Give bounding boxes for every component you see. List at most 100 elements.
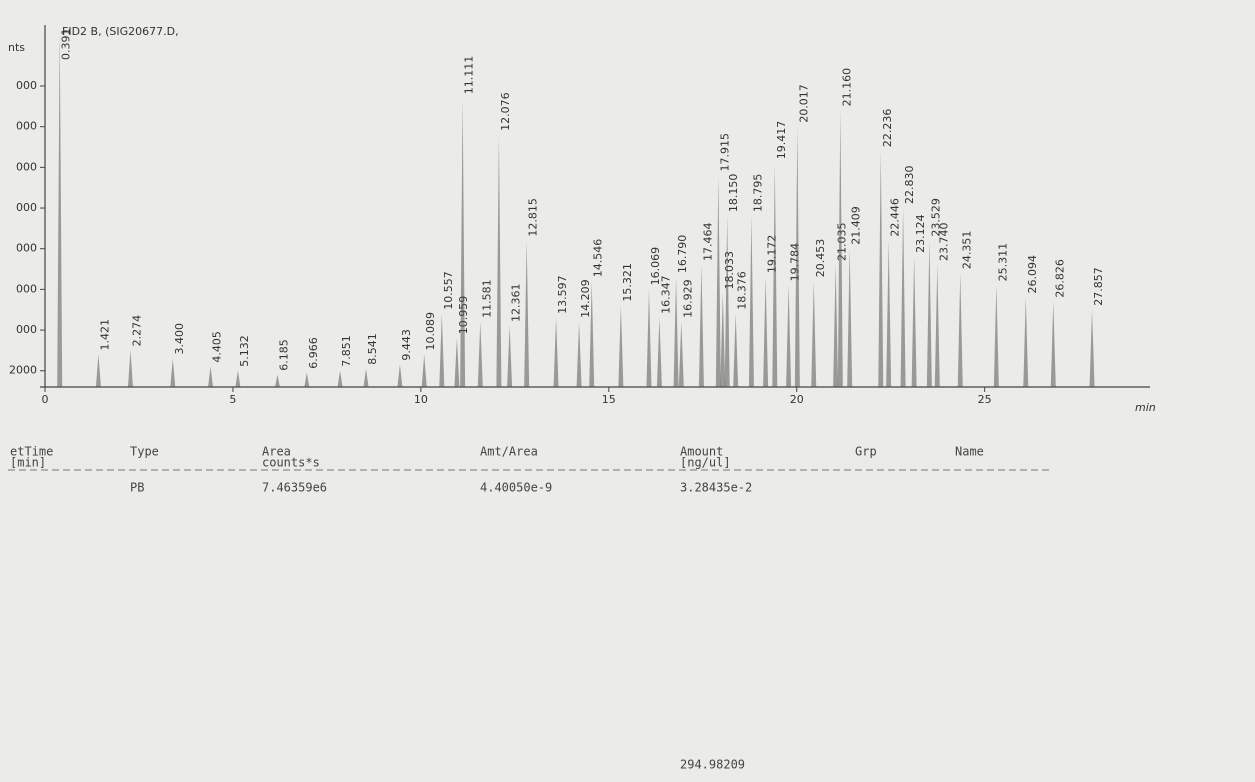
y-tick-label: 2000: [9, 364, 37, 377]
peak: [589, 281, 595, 387]
peak: [772, 163, 778, 387]
peak: [833, 264, 839, 387]
peak-label: 26.094: [1026, 255, 1039, 294]
peak-label: 26.826: [1053, 259, 1066, 298]
table-header: [min]: [10, 456, 46, 470]
peak-label: 3.400: [173, 323, 186, 355]
table-header: etTime: [10, 445, 53, 459]
table-total: 294.98209: [680, 758, 745, 772]
peak-label: 16.929: [681, 279, 694, 318]
peak: [878, 151, 884, 387]
peak-label: 11.111: [463, 56, 476, 95]
peak-label: 19.417: [775, 121, 788, 160]
peak: [673, 277, 679, 387]
peak: [274, 374, 280, 387]
peak-label: 14.209: [579, 279, 592, 318]
peak: [553, 317, 559, 387]
peak-label: 25.311: [996, 243, 1009, 282]
peak-label: 22.236: [881, 109, 894, 148]
y-tick-label: 000: [16, 79, 37, 92]
x-tick-label: 5: [229, 393, 236, 406]
peak: [763, 277, 769, 387]
peak-label: 12.815: [527, 198, 540, 237]
peak-label: 24.351: [960, 231, 973, 270]
peak: [454, 338, 460, 387]
peak: [811, 281, 817, 387]
peak: [698, 264, 704, 387]
peak: [926, 240, 932, 387]
peak: [496, 134, 502, 387]
peak: [397, 364, 403, 387]
peak-label: 23.529: [929, 198, 942, 237]
peak: [507, 325, 513, 387]
peak-label: 14.546: [592, 239, 605, 278]
peak-label: 12.361: [510, 283, 523, 322]
peak: [837, 110, 843, 387]
peak: [477, 321, 483, 387]
table-header: counts*s: [262, 456, 320, 470]
peak-label: 23.740: [937, 222, 950, 261]
y-tick-label: 000: [16, 201, 37, 214]
peak-label: 16.790: [676, 235, 689, 274]
peak: [993, 285, 999, 387]
peak: [524, 240, 530, 387]
peak: [439, 313, 445, 387]
table-cell: 3.28435e-2: [680, 481, 752, 495]
peak: [934, 264, 940, 387]
peak-label: 15.321: [621, 263, 634, 302]
peak: [421, 354, 427, 387]
peak: [1089, 309, 1095, 387]
peak: [95, 354, 101, 387]
peak: [304, 372, 310, 387]
peak: [576, 321, 582, 387]
peak: [363, 368, 369, 387]
peak-label: 19.172: [766, 235, 779, 274]
peak-label: 17.464: [701, 222, 714, 261]
peak-label: 11.581: [480, 279, 493, 318]
peak-label: 10.089: [424, 312, 437, 351]
peak-label: 23.124: [914, 214, 927, 253]
y-tick-label: 000: [16, 242, 37, 255]
peak: [678, 321, 684, 387]
peak-label: 22.830: [903, 166, 916, 205]
peak: [733, 313, 739, 387]
peak-label: 16.069: [649, 247, 662, 286]
peak: [911, 256, 917, 387]
peak: [235, 370, 241, 387]
peak: [900, 208, 906, 387]
x-tick-label: 25: [978, 393, 992, 406]
peak: [208, 366, 214, 387]
table-header: Type: [130, 445, 159, 459]
peak: [748, 216, 754, 387]
x-axis-label: min: [1135, 401, 1156, 414]
table-cell: 7.46359e6: [262, 481, 327, 495]
peak: [847, 248, 853, 387]
peak-label: 19.784: [789, 243, 802, 282]
peak-label: 1.421: [98, 319, 111, 351]
peak: [1023, 297, 1029, 387]
peak-label: 22.446: [889, 198, 902, 237]
x-tick-label: 0: [42, 393, 49, 406]
peak-label: 27.857: [1092, 267, 1105, 306]
peak-label: 8.541: [366, 333, 379, 365]
table-cell: PB: [130, 481, 144, 495]
peak-label: 21.409: [850, 206, 863, 245]
peak: [337, 370, 343, 387]
peak-label: 18.150: [727, 174, 740, 213]
y-tick-label: 000: [16, 282, 37, 295]
y-axis-label: nts: [8, 41, 25, 54]
peak: [715, 175, 721, 387]
peak: [720, 293, 726, 387]
peak-label: 0.391: [60, 29, 73, 61]
peak-label: 21.035: [836, 222, 849, 261]
peak-label: 9.443: [400, 329, 413, 361]
x-tick-label: 15: [602, 393, 616, 406]
peak: [646, 289, 652, 387]
y-tick-label: 000: [16, 120, 37, 133]
peak-label: 12.076: [499, 92, 512, 131]
x-tick-label: 20: [790, 393, 804, 406]
table-header: Amt/Area: [480, 445, 538, 459]
peak: [786, 285, 792, 387]
peak-label: 4.405: [211, 331, 224, 363]
